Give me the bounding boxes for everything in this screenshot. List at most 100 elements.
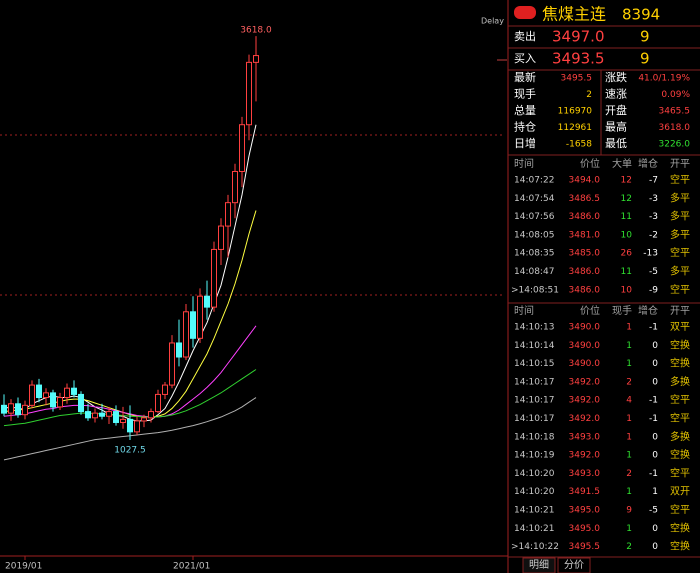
candle-body [253,55,259,63]
stat-value: 3618.0 [659,123,691,133]
cell-qty: 2 [626,377,632,387]
cell-price: 3490.0 [569,323,601,333]
cell-time: 14:10:20 [514,469,555,479]
cell-time: 14:08:35 [514,249,554,259]
table-header: 开平 [670,306,690,317]
quote-label: 买入 [514,52,536,65]
cell-change: -3 [649,194,658,204]
cell-change: -1 [649,396,658,406]
cell-change: 0 [652,524,658,534]
cell-price: 3486.5 [569,194,601,204]
candle-body [78,393,84,413]
cell-qty: 1 [626,487,632,497]
stat-value: 116970 [558,107,593,117]
cell-oc: 多平 [670,265,690,278]
cell-qty: 2 [626,469,632,479]
stat-label: 最高 [605,120,627,134]
cell-price: 3495.5 [569,542,601,552]
cell-change: -3 [649,212,658,222]
cell-qty: 9 [626,506,632,516]
cell-oc: 空平 [670,246,690,259]
cell-oc: 多平 [670,191,690,204]
price-annotation: 1027.5 [114,446,146,456]
cell-change: 0 [652,359,658,369]
candle-body [127,418,133,433]
cell-change: -5 [649,506,658,516]
candle-body [120,418,126,423]
cell-time: 14:10:17 [514,396,554,406]
cell-price: 3486.0 [569,212,601,222]
cell-price: 3490.0 [569,341,601,351]
candle-body [169,342,175,386]
candle-body [232,170,238,204]
cell-price: 3494.0 [569,176,601,186]
cell-price: 3491.5 [569,487,601,497]
cell-time: 14:08:05 [514,230,554,240]
code: 8394 [622,6,660,24]
cell-time: >14:08:51 [511,285,559,295]
candle-body [106,411,112,417]
candle-body [239,124,245,172]
candle-body [36,384,42,399]
stat-label: 速涨 [605,88,627,101]
cell-time: 14:10:17 [514,414,554,424]
candle-body [183,311,189,358]
cell-change: -7 [649,176,658,186]
stat-value: 3495.5 [561,74,593,84]
quote-price: 3493.5 [552,50,605,68]
cell-oc: 多平 [670,228,690,241]
cell-qty: 11 [621,212,632,222]
stat-value: 2 [586,90,592,100]
candle-body [190,311,196,339]
cell-time: 14:08:47 [514,267,554,277]
table-header: 增仓 [638,304,658,317]
cell-oc: 空换 [670,521,690,534]
candle-body [141,417,147,422]
candle-body [64,387,70,399]
stat-label: 总量 [514,103,536,117]
candle-body [113,411,119,423]
cell-change: -9 [649,285,658,295]
stat-label: 现手 [514,87,536,101]
cell-oc: 空平 [670,412,690,425]
cell-oc: 空换 [670,357,690,370]
stat-value: 41.0/1.19% [638,74,690,84]
tab-label: 明细 [529,558,549,571]
cell-oc: 空换 [670,448,690,461]
cell-change: -1 [649,469,658,479]
table-header: 大单 [612,157,632,170]
table-header: 价位 [580,304,600,317]
stat-value: 3465.5 [659,107,691,117]
cell-time: 14:10:15 [514,359,554,369]
cell-oc: 多平 [670,210,690,223]
candle-body [1,404,7,414]
cell-oc: 双开 [670,486,690,498]
stat-value: 0.09% [661,90,690,100]
tab-label: 分价 [564,559,584,571]
candle-body [211,248,217,308]
stat-label: 日增 [514,136,536,150]
cell-price: 3495.0 [569,506,601,516]
cell-oc: 双平 [670,321,690,333]
cell-price: 3486.0 [569,285,601,295]
candle-body [148,411,154,419]
candle-body [162,384,168,395]
cell-qty: 10 [621,285,633,295]
cell-oc: 空换 [670,540,690,553]
stat-label: 最新 [514,70,536,84]
candle-body [92,412,98,419]
candle-body [246,61,252,126]
cell-time: 14:07:54 [514,194,555,204]
cell-change: 0 [652,542,658,552]
cell-oc: 多换 [670,430,690,443]
tab[interactable] [557,557,591,573]
cell-qty: 10 [621,230,633,240]
cell-price: 3492.0 [569,377,601,387]
cell-price: 3495.0 [569,524,601,534]
cell-price: 3493.0 [569,469,601,479]
stat-value: 112961 [558,123,592,133]
cell-change: -2 [649,230,658,240]
candle-body [8,403,14,414]
tab[interactable] [522,557,556,573]
cell-time: 14:10:20 [514,487,555,497]
